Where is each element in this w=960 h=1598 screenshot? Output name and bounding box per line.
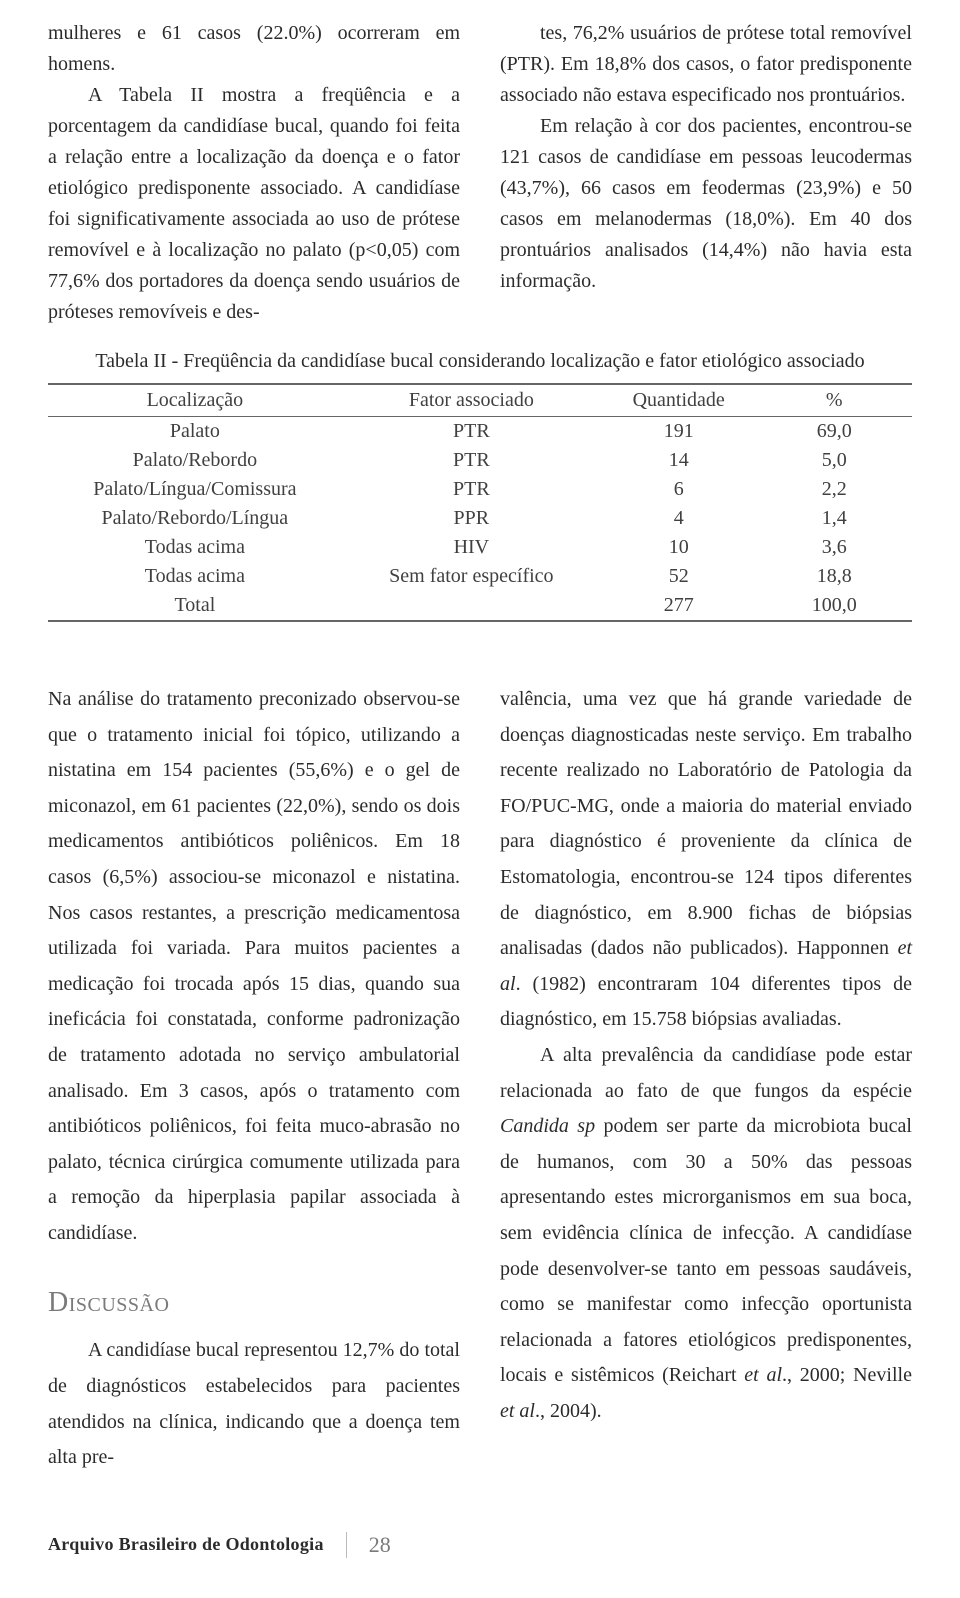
- italic-citation: et al: [744, 1364, 782, 1386]
- body-paragraph: Na análise do tratamento preconizado obs…: [48, 682, 460, 1252]
- table-cell: PTR: [342, 446, 601, 475]
- table-cell: 277: [601, 591, 757, 621]
- italic-citation: et al: [500, 1400, 535, 1422]
- table-cell: PTR: [342, 475, 601, 504]
- table-cell: 4: [601, 504, 757, 533]
- table-candidiase: Localização Fator associado Quantidade %…: [48, 383, 912, 622]
- table-row: Total 277100,0: [48, 591, 912, 621]
- text-run: ., 2004).: [535, 1400, 602, 1422]
- body-paragraph: A alta prevalência da candidíase pode es…: [500, 1038, 912, 1430]
- table-cell: Palato: [48, 417, 342, 447]
- table-header-cell: Localização: [48, 384, 342, 417]
- table-cell: Palato/Rebordo: [48, 446, 342, 475]
- table-cell: 1,4: [756, 504, 912, 533]
- table-caption: Tabela II - Freqüência da candidíase buc…: [48, 350, 912, 373]
- table-cell: 191: [601, 417, 757, 447]
- table-cell: 14: [601, 446, 757, 475]
- lower-text-block: Na análise do tratamento preconizado obs…: [48, 682, 912, 1476]
- body-paragraph: A candidíase bucal representou 12,7% do …: [48, 1333, 460, 1475]
- table-cell: 3,6: [756, 533, 912, 562]
- table-cell: 18,8: [756, 562, 912, 591]
- table-row: Palato/RebordoPTR145,0: [48, 446, 912, 475]
- table-cell: 6: [601, 475, 757, 504]
- table-cell: HIV: [342, 533, 601, 562]
- table-cell: Palato/Rebordo/Língua: [48, 504, 342, 533]
- upper-text-block: mulheres e 61 casos (22.0%) ocorreram em…: [48, 18, 912, 328]
- table-cell: PPR: [342, 504, 601, 533]
- table-cell: Todas acima: [48, 562, 342, 591]
- text-run: podem ser parte da microbiota bucal de h…: [500, 1115, 912, 1386]
- table-row: Palato/Língua/ComissuraPTR62,2: [48, 475, 912, 504]
- page-number: 28: [346, 1532, 391, 1558]
- page-footer: Arquivo Brasileiro de Odontologia 28: [48, 1532, 912, 1558]
- body-paragraph: A Tabela II mostra a freqüência e a porc…: [48, 80, 460, 328]
- table-cell: Todas acima: [48, 533, 342, 562]
- table-cell: 10: [601, 533, 757, 562]
- table-cell: 100,0: [756, 591, 912, 621]
- italic-species: Candida sp: [500, 1115, 595, 1137]
- table-header-cell: %: [756, 384, 912, 417]
- text-run: . (1982) encontraram 104 diferentes tipo…: [500, 973, 912, 1031]
- table-row: Todas acimaSem fator específico5218,8: [48, 562, 912, 591]
- text-run: valência, uma vez que há grande variedad…: [500, 688, 912, 959]
- table-row: Palato/Rebordo/LínguaPPR41,4: [48, 504, 912, 533]
- body-paragraph: tes, 76,2% usuários de prótese total rem…: [500, 18, 912, 111]
- table-cell: 52: [601, 562, 757, 591]
- table-header-cell: Fator associado: [342, 384, 601, 417]
- body-paragraph: valência, uma vez que há grande variedad…: [500, 682, 912, 1038]
- table-cell: [342, 591, 601, 621]
- table-header-cell: Quantidade: [601, 384, 757, 417]
- table-row: PalatoPTR19169,0: [48, 417, 912, 447]
- body-paragraph: mulheres e 61 casos (22.0%) ocorreram em…: [48, 18, 460, 80]
- journal-title: Arquivo Brasileiro de Odontologia: [48, 1534, 324, 1555]
- table-cell: Palato/Língua/Comissura: [48, 475, 342, 504]
- table-cell: Total: [48, 591, 342, 621]
- table-cell: Sem fator específico: [342, 562, 601, 591]
- table-cell: 69,0: [756, 417, 912, 447]
- table-row: Todas acimaHIV103,6: [48, 533, 912, 562]
- section-heading-discussao: Discussão: [48, 1278, 460, 1328]
- text-run: ., 2000; Neville: [782, 1364, 912, 1386]
- table-header-row: Localização Fator associado Quantidade %: [48, 384, 912, 417]
- table-cell: PTR: [342, 417, 601, 447]
- table-cell: 2,2: [756, 475, 912, 504]
- body-paragraph: Em relação à cor dos pacientes, encontro…: [500, 111, 912, 297]
- text-run: A alta prevalência da candidíase pode es…: [500, 1044, 912, 1102]
- table-cell: 5,0: [756, 446, 912, 475]
